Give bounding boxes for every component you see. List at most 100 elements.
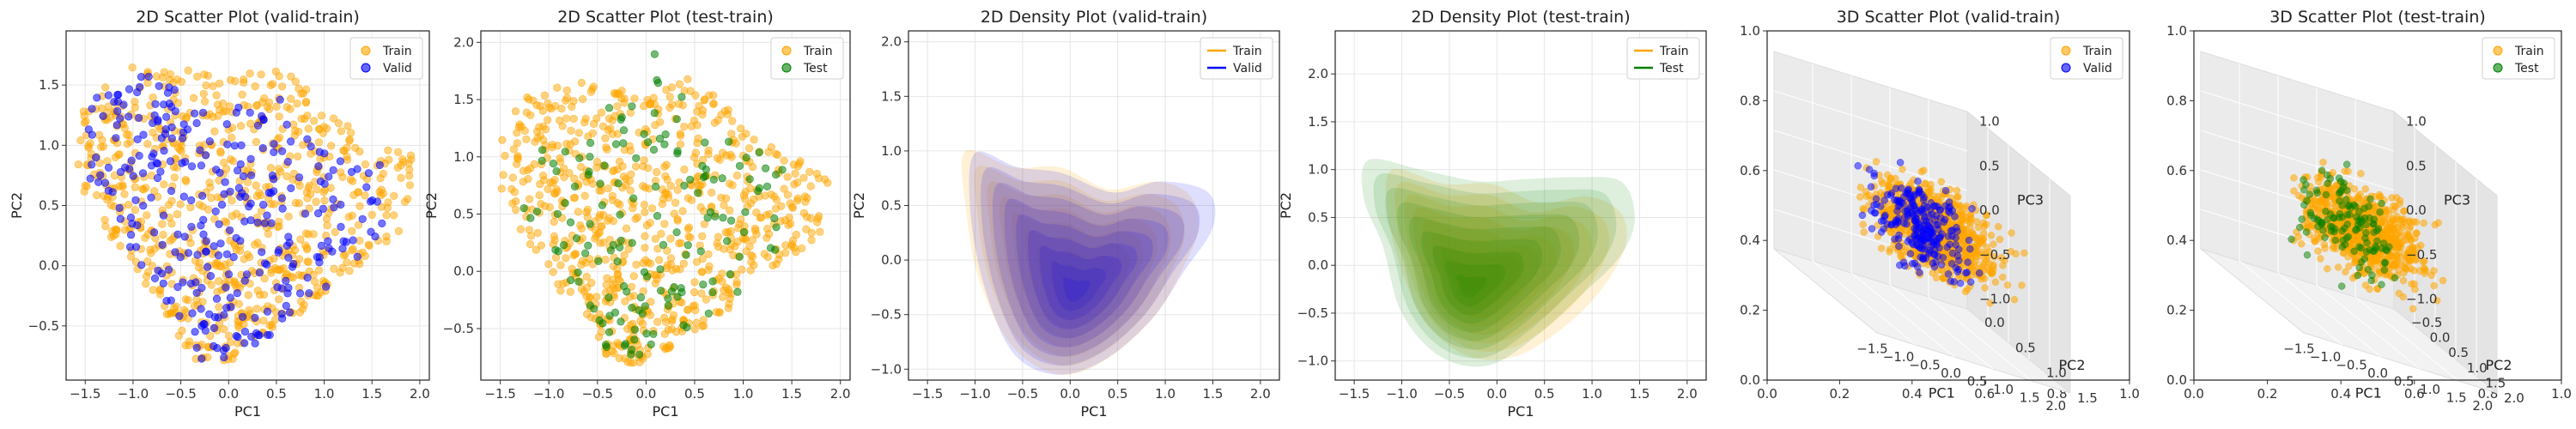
data-point bbox=[181, 308, 191, 317]
data-point bbox=[224, 331, 234, 340]
data-point bbox=[686, 87, 695, 95]
data-point bbox=[215, 303, 223, 311]
data-point bbox=[2343, 221, 2352, 228]
data-point bbox=[176, 200, 185, 208]
data-point bbox=[605, 311, 614, 320]
data-point bbox=[641, 208, 649, 216]
data-point bbox=[246, 108, 254, 117]
x-tick-label: −1.5 bbox=[1339, 386, 1370, 402]
data-point bbox=[277, 194, 287, 202]
data-point bbox=[1965, 236, 1973, 245]
data-point bbox=[666, 234, 675, 243]
data-point bbox=[2413, 229, 2421, 238]
data-point bbox=[1911, 216, 1918, 225]
data-point bbox=[173, 282, 182, 292]
data-point bbox=[2298, 215, 2306, 223]
data-point bbox=[226, 187, 234, 196]
data-point bbox=[628, 304, 636, 312]
data-point bbox=[169, 163, 179, 172]
data-point bbox=[325, 244, 333, 253]
data-point bbox=[233, 289, 241, 298]
data-point bbox=[620, 251, 629, 260]
data-point bbox=[658, 185, 667, 194]
data-point bbox=[278, 314, 287, 323]
data-point bbox=[596, 179, 605, 188]
data-point bbox=[234, 333, 242, 341]
y-tick-label: −0.5 bbox=[1297, 305, 1328, 321]
data-point bbox=[508, 199, 517, 208]
data-point bbox=[559, 241, 568, 250]
data-point bbox=[265, 330, 274, 340]
data-point bbox=[2385, 219, 2394, 227]
data-point bbox=[205, 178, 214, 187]
data-point bbox=[94, 178, 103, 186]
data-point bbox=[243, 270, 252, 279]
density-level bbox=[999, 197, 1157, 348]
data-point bbox=[788, 236, 798, 245]
data-point bbox=[613, 102, 622, 111]
data-point bbox=[397, 173, 405, 182]
y-axis-label: PC2 bbox=[2059, 357, 2086, 373]
data-point bbox=[184, 296, 192, 305]
density-level bbox=[1024, 229, 1130, 329]
data-point bbox=[698, 110, 707, 119]
density-level bbox=[961, 149, 1199, 375]
data-point bbox=[334, 119, 343, 128]
data-point bbox=[1868, 225, 1876, 233]
data-point bbox=[348, 227, 356, 235]
data-point bbox=[97, 104, 106, 112]
data-point bbox=[202, 247, 210, 256]
data-point bbox=[319, 204, 328, 213]
data-point bbox=[253, 287, 262, 295]
data-point bbox=[619, 281, 629, 291]
data-point bbox=[726, 216, 736, 225]
data-point bbox=[246, 154, 255, 163]
data-point bbox=[533, 228, 542, 238]
data-point bbox=[314, 209, 323, 218]
data-point bbox=[162, 297, 171, 305]
data-point bbox=[1919, 227, 1928, 236]
data-point bbox=[566, 287, 574, 296]
chart-panel-4: −1.5 −1.0 −0.5 0.0 0.5 1.0 1.5 2.0 −1.0 −0.5 0.0 0.… bbox=[1278, 8, 1707, 420]
data-point bbox=[559, 164, 568, 172]
data-point bbox=[1929, 202, 1938, 210]
data-point bbox=[99, 112, 107, 120]
data-point bbox=[1920, 193, 1928, 202]
data-point bbox=[800, 192, 809, 201]
data-point bbox=[526, 164, 535, 172]
data-point bbox=[1877, 245, 1886, 252]
data-point bbox=[2300, 186, 2308, 194]
data-point bbox=[150, 228, 159, 237]
data-point bbox=[567, 126, 575, 135]
data-point bbox=[690, 288, 699, 297]
pc2-tick-label: 0.0 bbox=[1984, 315, 2005, 330]
data-point bbox=[545, 202, 554, 212]
data-point bbox=[104, 91, 112, 100]
data-point bbox=[160, 147, 168, 155]
z-axis-label: PC3 bbox=[2444, 192, 2470, 208]
data-point bbox=[88, 105, 96, 113]
data-point bbox=[192, 288, 201, 297]
data-point bbox=[2370, 215, 2379, 223]
data-point bbox=[806, 214, 816, 223]
pc1-tick-label: −0.5 bbox=[1909, 357, 1940, 372]
data-point bbox=[143, 257, 152, 266]
data-point bbox=[2391, 274, 2399, 282]
data-point bbox=[799, 173, 808, 182]
data-point bbox=[284, 233, 293, 241]
data-point bbox=[175, 311, 184, 320]
data-point bbox=[576, 221, 585, 230]
data-point bbox=[1910, 190, 1918, 199]
frame-x-tick-label: 0.4 bbox=[2330, 386, 2351, 402]
data-point bbox=[767, 190, 775, 199]
x-tick-label: −1.0 bbox=[1386, 386, 1417, 402]
density-level bbox=[1444, 260, 1506, 307]
data-point bbox=[246, 119, 255, 128]
data-point bbox=[147, 193, 155, 202]
data-point bbox=[623, 358, 632, 366]
data-point bbox=[565, 169, 574, 178]
data-point bbox=[704, 250, 713, 258]
data-point bbox=[228, 196, 236, 205]
x-tick-label: −0.5 bbox=[165, 386, 196, 402]
data-point bbox=[161, 130, 170, 138]
